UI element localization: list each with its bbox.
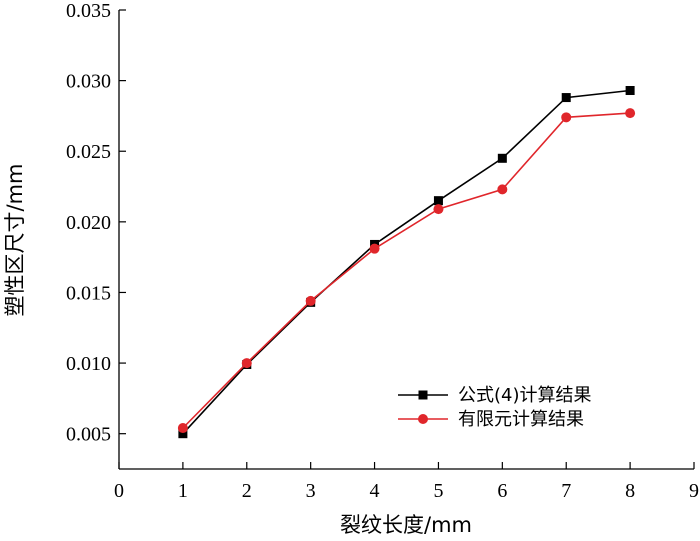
series-line	[182, 112, 631, 429]
x-tick-label: 6	[497, 480, 507, 502]
legend-label: 有限元计算结果	[458, 409, 584, 430]
x-tick-label: 2	[242, 480, 252, 502]
x-tick-label: 3	[306, 480, 316, 502]
data-point-circle	[625, 108, 636, 119]
data-point-circle	[305, 295, 316, 306]
y-tick-label: 0.015	[66, 282, 111, 304]
data-point-circle	[241, 358, 252, 369]
series-line	[182, 89, 631, 435]
data-point-square	[433, 196, 443, 206]
x-axis-ticks: 0 1 2 3 4 5 6 7 8 9	[114, 462, 699, 502]
y-tick-label: 0.030	[66, 71, 111, 93]
data-point-circle	[497, 184, 508, 195]
y-axis-title: 塑性区尺寸/mm	[3, 164, 27, 317]
x-tick-label: 4	[370, 480, 380, 502]
series-2	[177, 108, 636, 434]
legend-item: 公式(4)计算结果	[398, 385, 592, 406]
data-point-square	[178, 429, 188, 439]
data-point-circle	[561, 112, 572, 123]
x-tick-label: 0	[114, 480, 124, 502]
y-tick-label: 0.025	[66, 141, 111, 163]
y-tick-label: 0.005	[66, 424, 111, 446]
series-layer	[177, 86, 636, 439]
y-tick-label: 0.020	[66, 212, 111, 234]
y-axis-ticks: 0.005 0.010 0.015 0.020 0.025 0.030 0.035	[66, 0, 126, 446]
data-point-circle	[433, 204, 444, 215]
x-tick-label: 8	[625, 480, 635, 502]
axes	[118, 10, 694, 470]
legend-marker-circle	[418, 414, 428, 424]
legend-label: 公式(4)计算结果	[458, 385, 592, 406]
x-tick-label: 5	[433, 480, 443, 502]
y-tick-label: 0.035	[66, 0, 111, 22]
data-point-circle	[369, 243, 380, 254]
x-tick-label: 9	[689, 480, 699, 502]
legend-marker-square	[418, 390, 428, 400]
data-point-square	[497, 153, 507, 163]
data-point-circle	[177, 423, 188, 434]
data-point-square	[625, 86, 635, 96]
x-tick-label: 1	[178, 480, 188, 502]
legend-item: 有限元计算结果	[398, 409, 584, 430]
data-point-square	[561, 93, 571, 103]
x-axis-title: 裂纹长度/mm	[340, 513, 472, 537]
y-tick-label: 0.010	[66, 353, 111, 375]
x-tick-label: 7	[561, 480, 571, 502]
